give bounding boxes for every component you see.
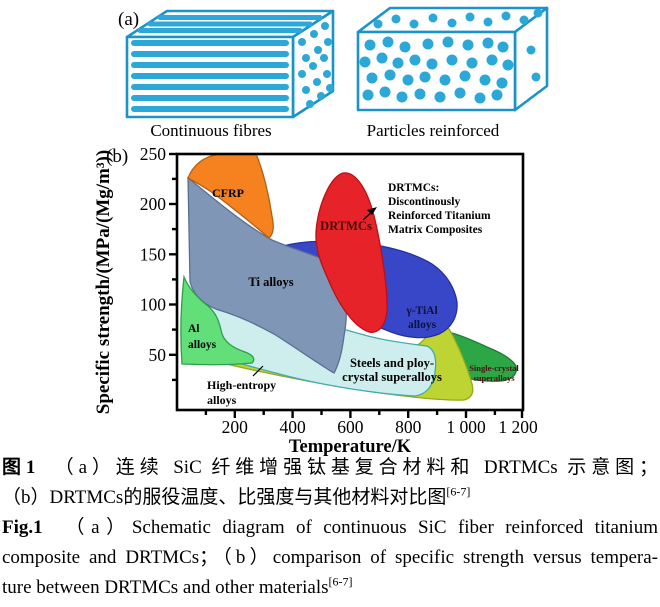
label-drtmcs: DRTMCs [320,219,372,233]
label-steels-1: Steels and ploy- [350,356,434,370]
y-tick-labels: 250 200 150 100 50 [140,144,167,365]
region-ti-alloys [187,176,347,374]
annotation-line-1: DRTMCs: [388,182,439,194]
x-axis-ticks [204,410,524,418]
y-tick-50: 50 [149,345,167,365]
strength-temperature-chart: (b) [93,144,538,457]
y-tick-150: 150 [140,245,167,265]
x-tick-labels: 200 400 600 800 1 000 1 200 [222,417,538,437]
part-b-label: (b) [106,146,128,167]
caption-zh-number: 图1 [2,457,36,478]
drtmcs-annotation: DRTMCs: Discontinously Reinforced Titani… [388,182,491,236]
y-axis-title: Specific strength/(MPa/(Mg/m³)) [93,150,114,414]
annotation-line-2: Discontinously [388,196,460,208]
caption-zh-line2: （b）DRTMCs的服役温度、比强度与其他材料对比图[6-7] [2,483,658,513]
label-steels-2: crystal superalloys [342,370,442,384]
y-tick-250: 250 [140,144,167,164]
label-single-crystal-2: superalloys [473,373,515,383]
caption-en-text2: composite and DRTMCs；（b）comparison of sp… [2,547,658,568]
caption-reference: [6-7] [328,574,353,589]
particles-reinforced-caption: Particles reinforced [367,121,500,140]
label-gamma-tial-1: γ-TiAl [405,305,437,317]
x-tick-400: 400 [279,417,306,437]
caption-reference: [6-7] [446,484,471,499]
particles-front [359,36,514,104]
region-drtmcs [315,172,388,333]
caption-zh-line1: 图1 （a）连续 SiC 纤维增强钛基复合材料和 DRTMCs 示意图； [2,453,658,483]
caption-en-line2: composite and DRTMCs；（b）comparison of sp… [2,543,658,573]
x-tick-1000: 1 000 [446,417,486,437]
fibre-cross-sections [298,22,334,108]
x-tick-200: 200 [222,417,249,437]
fibre-stripes-front [131,40,289,112]
x-axis-title: Temperature/K [289,437,412,457]
label-al-alloys-2: alloys [188,339,217,351]
label-high-entropy-2: alloys [207,393,237,407]
annotation-arrow [362,207,377,221]
caption-en-number: Fig.1 [2,517,43,538]
y-tick-200: 200 [140,194,167,214]
caption-en-text1: （a）Schematic diagram of continuous SiC f… [42,517,658,538]
y-axis-ticks [169,152,177,382]
particles-top [373,8,543,29]
caption-zh-text1: （a）连续 SiC 纤维增强钛基复合材料和 DRTMCs 示意图； [35,457,658,478]
x-tick-600: 600 [337,417,364,437]
material-regions [180,154,518,401]
label-ti-alloys: Ti alloys [248,275,293,289]
label-high-entropy-1: High-entropy [207,378,276,392]
caption-zh-text2: （b）DRTMCs的服役温度、比强度与其他材料对比图 [2,487,447,508]
annotation-line-3: Reinforced Titanium [388,210,491,222]
continuous-fibres-caption: Continuous fibres [150,121,271,140]
caption-en-text3: ture between DRTMCs and other materials [2,577,329,598]
schematic-part-a: (a) [118,6,549,140]
continuous-fibres-box [125,9,335,119]
x-tick-1200: 1 200 [498,417,538,437]
particles-reinforced-box [356,6,549,112]
high-entropy-leader-line [252,365,264,377]
label-al-alloys-1: Al [188,323,200,335]
label-single-crystal-1: Single-crystal [469,363,519,373]
figure-caption: 图1 （a）连续 SiC 纤维增强钛基复合材料和 DRTMCs 示意图； （b）… [2,453,658,603]
y-tick-100: 100 [140,295,167,315]
label-cfrp: CFRP [212,186,244,200]
caption-en-line3: ture between DRTMCs and other materials[… [2,573,658,603]
fibre-stripes-top [137,15,323,33]
caption-en-line1: Fig.1 （a）Schematic diagram of continuous… [2,513,658,543]
annotation-line-4: Matrix Composites [388,224,483,236]
x-tick-800: 800 [395,417,422,437]
label-gamma-tial-2: alloys [408,319,437,331]
part-a-label: (a) [118,9,139,30]
particles-side [526,45,541,82]
region-al-alloys [180,274,255,366]
